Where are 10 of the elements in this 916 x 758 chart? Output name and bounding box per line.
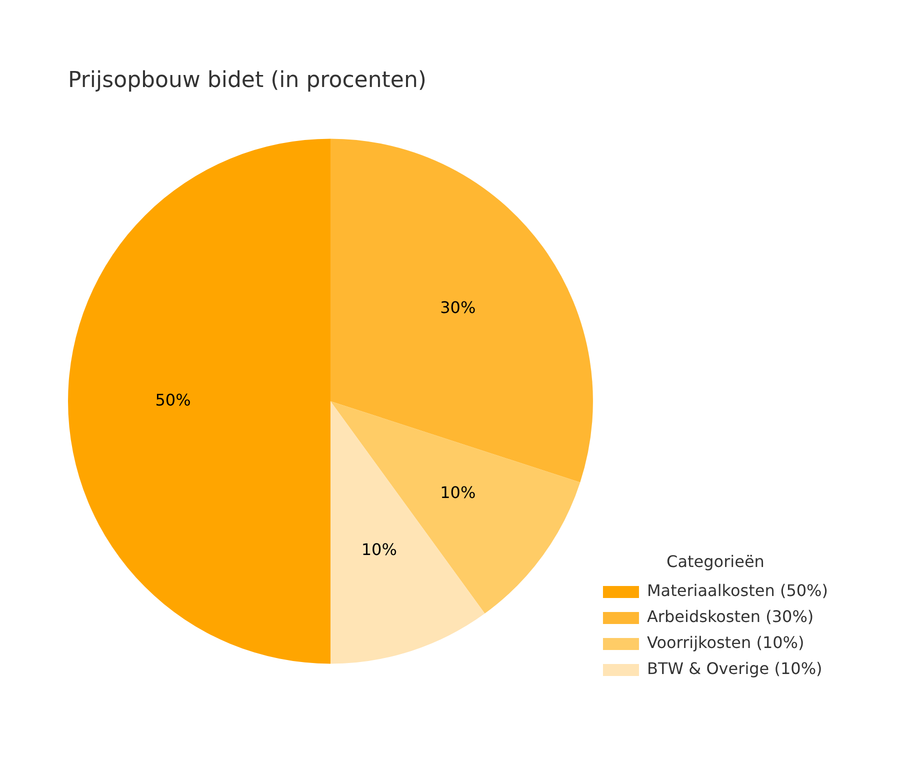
legend-label: Arbeidskosten (30%) bbox=[646, 607, 814, 626]
legend-label: Voorrijkosten (10%) bbox=[646, 633, 804, 652]
data-label: 50% bbox=[155, 390, 191, 410]
legend-title: Categorieën bbox=[666, 552, 764, 571]
legend-label: BTW & Overige (10%) bbox=[646, 659, 822, 678]
data-label: 30% bbox=[440, 298, 476, 317]
data-label: 10% bbox=[361, 540, 397, 560]
legend-label: Materiaalkosten (50%) bbox=[646, 581, 828, 600]
chart-title: Prijsopbouw bidet (in procenten) bbox=[68, 68, 426, 93]
data-label: 10% bbox=[440, 482, 476, 502]
